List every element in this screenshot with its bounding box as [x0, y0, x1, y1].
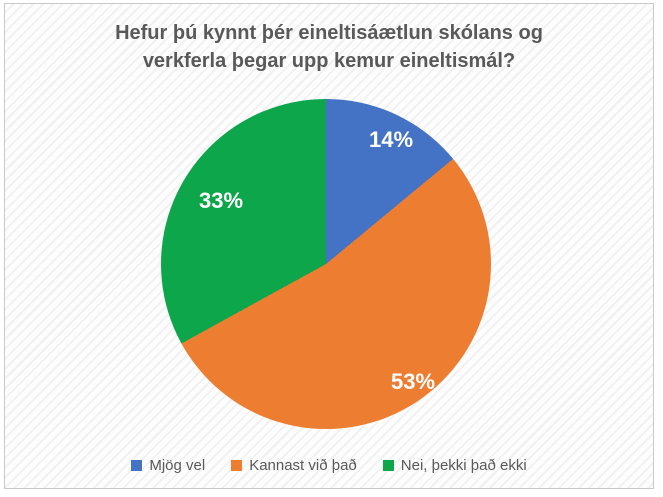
- pie-slice-label: 33%: [198, 188, 244, 213]
- legend-label: Nei, þekki það ekki: [400, 456, 527, 474]
- legend-swatch: [382, 459, 394, 471]
- pie-slice-label: 53%: [390, 369, 436, 394]
- legend-label: Kannast við það: [249, 456, 357, 474]
- legend-item: Nei, þekki það ekki: [382, 456, 527, 474]
- chart-title-line: verkferla þegar upp kemur eineltismál?: [142, 50, 516, 72]
- legend-label: Mjög vel: [149, 456, 206, 474]
- legend-item: Kannast við það: [231, 457, 357, 474]
- legend: Mjög vel Kannast við það Nei, þekki það …: [5, 453, 653, 477]
- chart-title-line: Hefur þú kynnt þér eineltisáætlun skólan…: [115, 22, 543, 44]
- pie-slice-label: 14%: [368, 127, 414, 152]
- legend-swatch: [131, 459, 143, 471]
- legend-item: Mjög vel: [131, 457, 205, 474]
- pie-chart: 14% 53% 33%: [161, 99, 491, 429]
- chart-title: Hefur þú kynnt þér eineltisáætlun skólan…: [5, 19, 653, 75]
- legend-swatch: [231, 459, 243, 471]
- chart-frame: Hefur þú kynnt þér eineltisáætlun skólan…: [4, 3, 654, 489]
